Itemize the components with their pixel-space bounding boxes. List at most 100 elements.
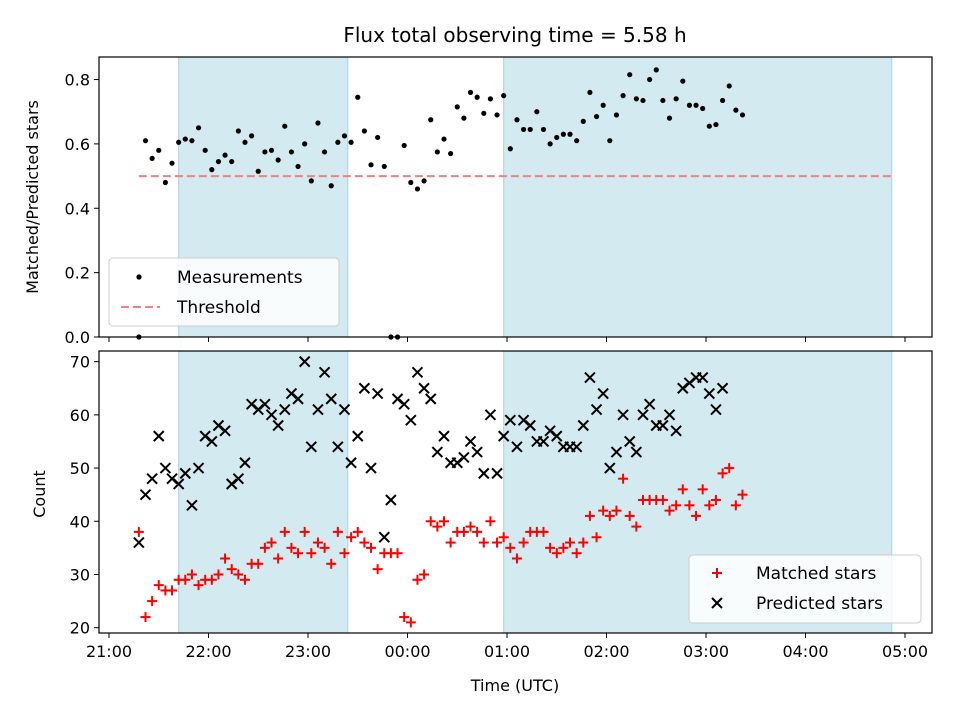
top-y-axis-label: Matched/Predicted stars — [23, 100, 42, 294]
predicted-stars-point — [298, 355, 311, 368]
predicted-stars-point — [279, 403, 291, 416]
predicted-stars-point — [345, 457, 357, 469]
predicted-stars-point — [411, 366, 424, 378]
x-tick-label: 03:00 — [683, 642, 729, 661]
matched-stars-point — [193, 580, 204, 591]
measurement-point — [739, 112, 746, 118]
predicted-stars-point — [511, 441, 523, 453]
measurement-point — [686, 102, 693, 108]
predicted-stars-point — [385, 494, 397, 506]
predicted-stars-point — [471, 446, 483, 458]
measurement-point — [229, 158, 235, 165]
measurement-point — [613, 112, 620, 118]
matched-stars-point — [717, 468, 728, 479]
predicted-stars-point — [524, 419, 536, 432]
measurement-point — [401, 142, 407, 149]
predicted-stars-point — [657, 419, 669, 432]
matched-stars-point — [730, 500, 741, 511]
matched-stars-point — [664, 505, 675, 516]
matched-stars-point — [273, 553, 284, 564]
predicted-stars-point — [464, 435, 477, 448]
top-shaded-interval — [503, 56, 893, 338]
measurement-point — [494, 112, 500, 118]
matched-stars-point — [312, 537, 323, 548]
predicted-stars-point — [604, 462, 616, 474]
matched-stars-point — [657, 494, 668, 505]
predicted-stars-point — [431, 446, 444, 458]
predicted-stars-point — [179, 467, 191, 480]
predicted-stars-point — [570, 441, 583, 453]
measurement-point — [308, 178, 314, 184]
measurement-point — [487, 96, 494, 102]
matched-stars-point — [233, 569, 244, 580]
predicted-stars-point — [292, 393, 304, 405]
matched-stars-point — [737, 489, 748, 500]
predicted-stars-point — [630, 446, 643, 458]
matched-stars-point — [372, 564, 383, 575]
predicted-stars-point — [624, 435, 636, 448]
measurement-point — [653, 67, 659, 73]
measurement-point — [640, 97, 646, 104]
measurement-point — [255, 168, 261, 174]
predicted-stars-point — [405, 414, 417, 426]
measurement-point — [288, 149, 295, 155]
measurement-point — [302, 141, 308, 147]
measurement-point — [481, 110, 487, 116]
predicted-stars-point — [418, 382, 430, 394]
legend-matched-stars-marker — [712, 568, 722, 578]
measurement-point — [713, 121, 719, 128]
matched-stars-point — [279, 526, 290, 537]
measurement-point — [706, 123, 712, 129]
predicted-stars-point — [358, 382, 371, 394]
predicted-stars-point — [617, 409, 629, 421]
measurement-point — [454, 104, 460, 110]
predicted-stars-point — [139, 488, 152, 501]
matched-stars-point — [332, 526, 343, 537]
predicted-stars-point — [146, 472, 158, 485]
matched-stars-point — [710, 494, 721, 505]
matched-stars-point — [432, 521, 443, 532]
predicted-stars-point — [597, 387, 609, 400]
measurement-point — [700, 105, 706, 112]
matched-stars-point — [206, 574, 217, 585]
x-tick-label: 00:00 — [384, 642, 430, 661]
measurement-point — [149, 155, 155, 161]
measurement-point — [733, 107, 739, 113]
legend-matched-stars-label: Matched stars — [756, 564, 876, 584]
matched-stars-point — [492, 537, 503, 548]
x-tick-label: 01:00 — [484, 642, 530, 661]
matched-stars-point — [286, 542, 297, 553]
predicted-stars-point — [703, 387, 716, 400]
measurement-point — [414, 186, 421, 192]
measurement-point — [249, 133, 255, 139]
measurement-point — [673, 96, 679, 102]
measurement-point — [182, 136, 188, 142]
measurement-point — [315, 120, 321, 126]
measurement-point — [262, 149, 268, 155]
matched-stars-point — [299, 526, 310, 537]
matched-stars-point — [677, 484, 688, 495]
matched-stars-point — [545, 542, 556, 553]
predicted-stars-point — [318, 366, 331, 378]
measurement-point — [560, 131, 566, 137]
measurement-point — [222, 152, 228, 158]
matched-stars-point — [671, 500, 682, 511]
measurement-point — [520, 126, 527, 133]
measurement-point — [467, 89, 474, 96]
measurement-point — [268, 147, 275, 153]
bottom-y-tick-label: 60 — [70, 406, 90, 425]
measurement-point — [195, 125, 202, 131]
x-axis-label: Time (UTC) — [470, 676, 559, 695]
matched-stars-point — [186, 569, 197, 580]
matched-stars-point — [485, 516, 496, 527]
matched-stars-point — [478, 537, 489, 548]
predicted-stars-point — [259, 398, 271, 410]
predicted-stars-point — [338, 403, 351, 416]
measurement-point — [507, 146, 513, 152]
x-tick-label: 21:00 — [86, 642, 132, 661]
measurement-point — [600, 102, 606, 108]
matched-stars-point — [147, 596, 158, 607]
measurement-point — [726, 83, 732, 89]
matched-stars-point — [226, 564, 237, 575]
